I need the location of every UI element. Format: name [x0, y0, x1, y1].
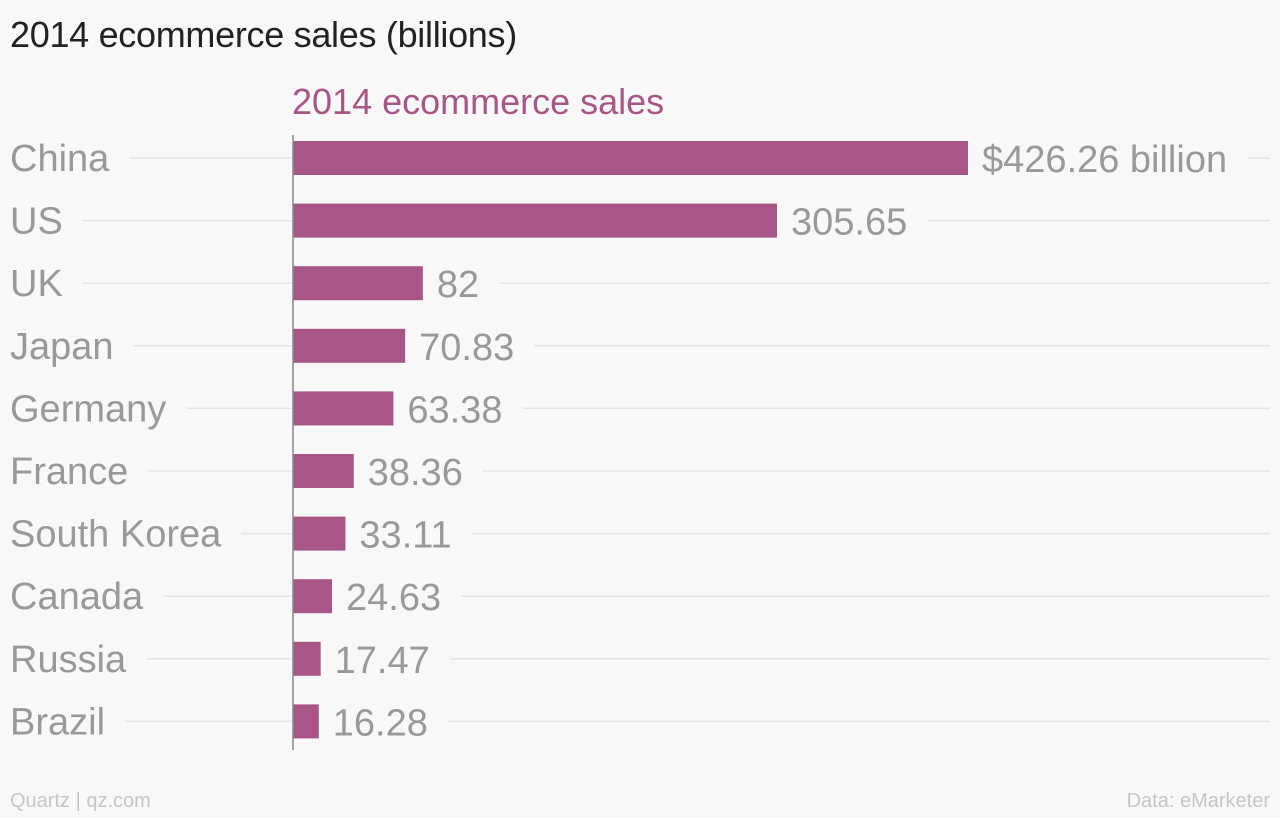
bar — [293, 203, 778, 238]
series-title: 2014 ecommerce sales — [292, 81, 664, 122]
value-label: 33.11 — [359, 515, 451, 557]
value-label: $426.26 billion — [982, 139, 1227, 181]
value-label: 305.65 — [791, 202, 907, 244]
category-label: Japan — [10, 326, 114, 368]
category-labels: China US UK Japan Germany France South Korea Ca… — [10, 138, 222, 743]
value-label: 70.83 — [419, 327, 514, 369]
bar — [293, 391, 394, 426]
gridlines — [82, 157, 1270, 723]
category-label: Germany — [10, 388, 166, 430]
value-label: 38.36 — [368, 452, 463, 494]
category-label: Russia — [10, 639, 127, 681]
bar — [293, 516, 346, 551]
value-label: 63.38 — [407, 389, 502, 431]
category-label: Canada — [10, 576, 144, 618]
category-label: China — [10, 138, 110, 180]
bar — [293, 579, 333, 614]
footer-credit: Quartz | qz.com — [10, 790, 151, 812]
bar — [293, 704, 319, 739]
bars — [293, 141, 968, 739]
category-label: France — [10, 451, 128, 493]
bar — [293, 454, 354, 488]
category-label: Brazil — [10, 701, 105, 743]
chart-title: 2014 ecommerce sales (billions) — [10, 14, 517, 55]
bar — [293, 328, 406, 363]
category-label: South Korea — [10, 514, 222, 556]
category-label: UK — [10, 263, 63, 305]
value-label: 82 — [437, 264, 479, 306]
footer-source: Data: eMarketer — [1126, 790, 1270, 812]
bar — [293, 141, 968, 175]
category-label: US — [10, 201, 63, 243]
bar — [293, 266, 423, 301]
bar — [293, 641, 321, 676]
value-label: 16.28 — [333, 702, 428, 744]
value-label: 17.47 — [335, 640, 430, 682]
value-label: 24.63 — [346, 577, 441, 619]
value-labels: $426.26 billion 305.65 82 70.83 63.38 38.36 33… — [333, 139, 1227, 744]
